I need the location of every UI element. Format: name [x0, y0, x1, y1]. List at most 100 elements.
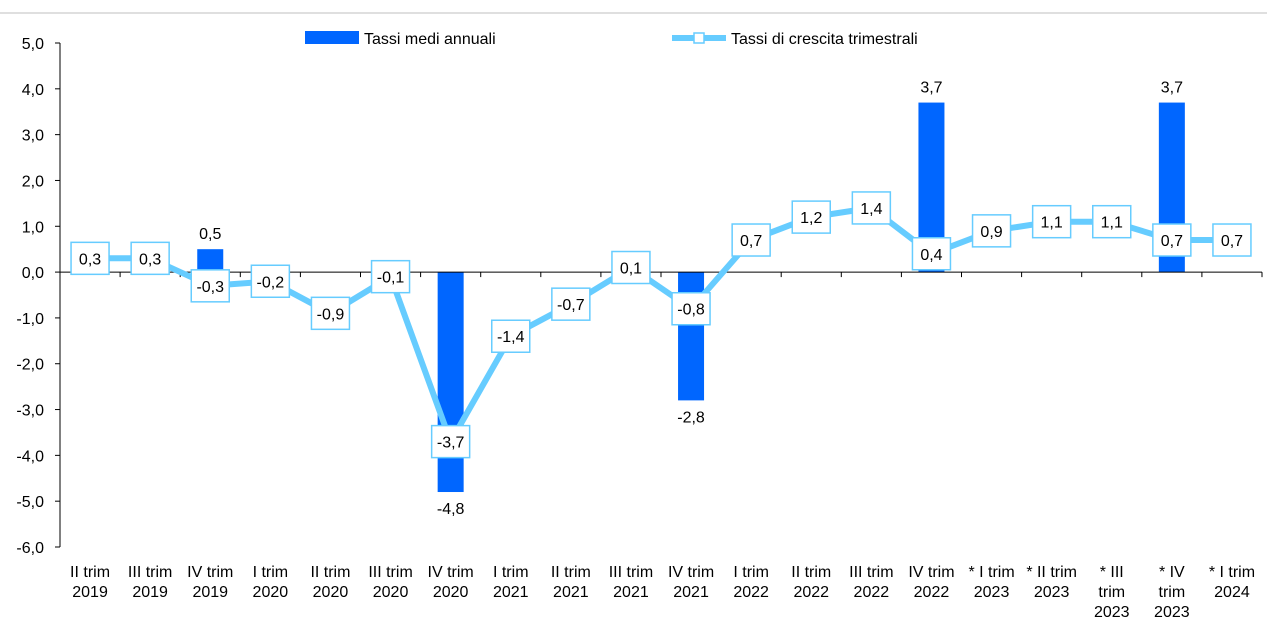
- y-tick-label: -2,0: [16, 357, 44, 374]
- x-category-label-line: IV trim: [668, 564, 714, 581]
- x-category-label-line: III trim: [849, 564, 893, 581]
- line-data-label: -0,8: [677, 302, 705, 319]
- legend-label-bar: Tassi medi annuali: [364, 31, 496, 48]
- x-category-label-line: 2023: [1094, 604, 1130, 619]
- line-point-marker: [1092, 204, 1132, 239]
- x-category-label-line: trim: [1159, 584, 1186, 601]
- x-category-label: III trim 2021: [609, 564, 653, 601]
- line-point-marker: [1152, 223, 1192, 257]
- line-point-marker: [430, 424, 471, 459]
- x-category-label-line: 2019: [192, 584, 228, 601]
- line-data-label: 0,7: [740, 233, 762, 250]
- x-category-label: IV trim 2022: [908, 564, 954, 601]
- line-point-marker: [611, 250, 651, 285]
- line-data-label: -0,9: [317, 306, 345, 323]
- y-tick-label: -4,0: [16, 448, 44, 465]
- line-data-label: 0,4: [920, 247, 942, 264]
- x-category-label: I trim 2020: [253, 564, 289, 601]
- x-category-label: III trim 2020: [368, 564, 412, 601]
- y-axis: 5,0 4,0 3,0 2,0 1,0 0,0 -1,0 -2,0 -3,0 -4,0 -5,0 -6…: [16, 36, 61, 557]
- line-point-marker: [491, 319, 531, 353]
- line-data-label: 1,2: [800, 210, 822, 227]
- line-point-marker: [130, 241, 170, 276]
- x-category-label: * II trim 2023: [1026, 564, 1077, 601]
- line-point-marker: [310, 296, 351, 331]
- legend-swatch-bar: [305, 31, 359, 44]
- x-category-label-line: III trim: [128, 564, 172, 581]
- line-point-marker: [190, 269, 230, 303]
- x-category-label-line: 2022: [793, 584, 829, 601]
- x-category-label-line: * I trim: [1209, 564, 1255, 581]
- bar: [197, 249, 224, 273]
- x-category-label-line: 2020: [373, 584, 409, 601]
- line-series: 0,3 0,3 -0,3 -0,2 -0,9 -0,1 -3,7 -1,4 -0,7 0,1 -0,…: [70, 191, 1252, 459]
- y-tick-label: 1,0: [22, 219, 44, 236]
- x-category-label-line: I trim: [493, 564, 529, 581]
- x-axis-labels: II trim 2019 III trim 2019 IV trim 2019 I trim…: [70, 564, 1255, 619]
- x-category-label: II trim 2020: [310, 564, 350, 601]
- x-category-label-line: II trim: [551, 564, 591, 581]
- line-data-label: -0,7: [557, 297, 585, 314]
- x-category-label-line: 2024: [1214, 584, 1250, 601]
- x-category-label-line: III trim: [609, 564, 653, 581]
- x-category-label: II trim 2022: [791, 564, 831, 601]
- x-category-label: * I trim 2023: [968, 564, 1014, 601]
- x-category-label: IV trim 2021: [668, 564, 714, 601]
- x-category-label-line: 2023: [1154, 604, 1190, 619]
- line-data-label: 0,3: [79, 251, 101, 268]
- x-category-label-line: 2019: [132, 584, 168, 601]
- x-category-label-line: 2020: [313, 584, 349, 601]
- x-category-label: IV trim 2019: [187, 564, 233, 601]
- line-data-label: 1,1: [1101, 215, 1123, 232]
- y-tick-label: -3,0: [16, 403, 44, 420]
- y-tick-label: -6,0: [16, 540, 44, 557]
- x-category-label-line: * I trim: [968, 564, 1014, 581]
- line-point-marker: [1031, 204, 1072, 239]
- x-category-label: IV trim 2020: [428, 564, 474, 601]
- x-category-label-line: 2021: [493, 584, 529, 601]
- x-category-label: III trim 2022: [849, 564, 893, 601]
- line-data-label: 1,1: [1041, 215, 1063, 232]
- y-tick-label: -5,0: [16, 494, 44, 511]
- x-category-label-line: 2023: [1034, 584, 1070, 601]
- series-line: [90, 204, 1232, 445]
- x-category-label-line: * IV: [1159, 564, 1185, 581]
- zero-axis: [59, 271, 1263, 278]
- line-point-marker: [250, 264, 291, 299]
- line-data-label: 0,3: [139, 251, 161, 268]
- line-point-marker: [551, 287, 591, 321]
- x-category-label-line: IV trim: [428, 564, 474, 581]
- line-data-label: -0,1: [377, 270, 405, 287]
- line-point-marker: [911, 237, 952, 271]
- y-tick-label: -1,0: [16, 311, 44, 328]
- line-point-marker: [1212, 223, 1252, 257]
- x-category-label-line: I trim: [253, 564, 289, 581]
- line-point-marker: [731, 223, 771, 257]
- line-point-marker: [70, 241, 110, 276]
- x-category-label-line: III trim: [368, 564, 412, 581]
- bar-data-label: -2,8: [677, 409, 705, 426]
- x-category-label-line: * II trim: [1026, 564, 1077, 581]
- line-data-label: 0,7: [1161, 233, 1183, 250]
- legend-label-line: Tassi di crescita trimestrali: [731, 31, 918, 48]
- line-data-label: -0,2: [257, 274, 285, 291]
- x-category-label-line: II trim: [310, 564, 350, 581]
- x-category-label-line: 2020: [433, 584, 469, 601]
- y-tick-label: 4,0: [22, 82, 44, 99]
- y-tick-label: 2,0: [22, 173, 44, 190]
- line-data-label: -3,7: [437, 435, 465, 452]
- x-category-label-line: 2022: [854, 584, 890, 601]
- line-point-marker: [370, 259, 411, 294]
- bar-data-label: -4,8: [437, 501, 465, 518]
- x-category-label-line: trim: [1098, 584, 1125, 601]
- x-category-label-line: 2022: [914, 584, 950, 601]
- y-tick-label: 5,0: [22, 36, 44, 53]
- x-category-label-line: 2021: [553, 584, 589, 601]
- line-data-label: 0,7: [1221, 233, 1243, 250]
- bar-data-label: 0,5: [199, 226, 221, 243]
- x-category-label-line: II trim: [791, 564, 831, 581]
- x-category-label-line: IV trim: [908, 564, 954, 581]
- x-category-label: * I trim 2024: [1209, 564, 1255, 601]
- line-data-label: 0,9: [980, 224, 1002, 241]
